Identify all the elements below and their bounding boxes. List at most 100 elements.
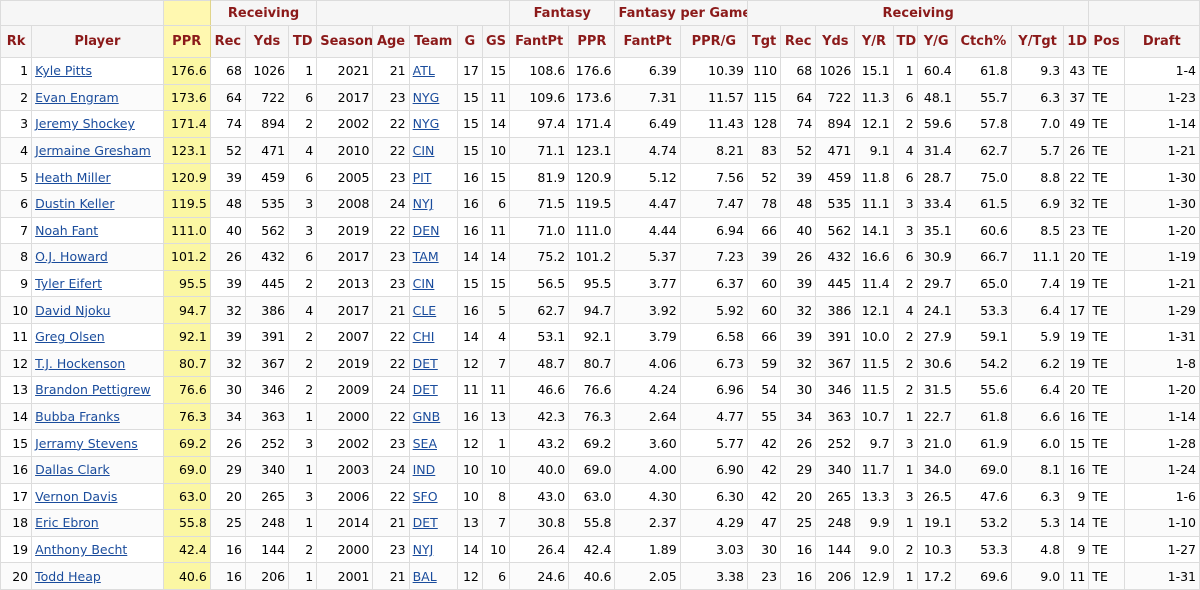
cell-ctch-pct: 53.2 [954, 509, 1012, 537]
column-header-player[interactable]: Player [31, 25, 164, 58]
team-link[interactable]: ATL [412, 63, 435, 79]
cell-ctch-pct: 65.0 [954, 269, 1012, 298]
player-link[interactable]: Tyler Eifert [35, 276, 102, 292]
player-link[interactable]: Jerramy Stevens [35, 435, 138, 451]
column-header-age[interactable]: Age [372, 25, 410, 58]
player-link[interactable]: Dallas Clark [35, 462, 110, 478]
column-header-y-per-g[interactable]: Y/G [916, 25, 956, 58]
player-link[interactable]: Jeremy Shockey [35, 116, 135, 132]
column-header-rec[interactable]: Rec [209, 25, 246, 58]
cell-player: T.J. Hockenson [31, 349, 164, 378]
cell-player: Vernon Davis [31, 482, 164, 511]
cell-ctch-pct: 61.9 [954, 429, 1012, 457]
cell-yds-2: 346 [815, 376, 856, 404]
cell-gs: 15 [481, 269, 511, 298]
cell-yds: 391 [244, 322, 290, 351]
table-row: 3 Jeremy Shockey 171.4 74 894 2 2002 22 NYG 15 14 9… [0, 110, 1200, 138]
team-link[interactable]: CHI [412, 329, 435, 345]
cell-ppr-2: 101.2 [568, 243, 616, 271]
column-header-ppr[interactable]: PPR [162, 25, 211, 58]
team-link[interactable]: CLE [412, 302, 437, 318]
column-header-gs[interactable]: GS [481, 25, 511, 58]
team-link[interactable]: DET [412, 355, 438, 371]
column-header-yds[interactable]: Yds [244, 25, 290, 58]
table-row: 13 Brandon Pettigrew 76.6 30 346 2 2009 24 DET 11… [0, 376, 1200, 404]
cell-rec: 40 [209, 216, 246, 245]
table-row: 19 Anthony Becht 42.4 16 144 2 2000 23 NYJ 14 10 26… [0, 535, 1200, 564]
column-header-g[interactable]: G [456, 25, 483, 58]
cell-fantpt: 46.6 [509, 376, 570, 404]
team-link[interactable]: IND [412, 462, 436, 478]
team-link[interactable]: PIT [412, 169, 432, 185]
column-header-first-downs[interactable]: 1D [1063, 25, 1090, 58]
cell-y-per-tgt: 6.0 [1010, 429, 1065, 457]
cell-tgt: 39 [746, 243, 782, 271]
cell-yds-2: 265 [815, 482, 856, 511]
team-link[interactable]: NYG [412, 116, 440, 132]
cell-tgt: 47 [746, 509, 782, 537]
cell-season: 2017 [316, 296, 374, 324]
cell-fantpt: 43.0 [509, 482, 570, 511]
table-row: 12 T.J. Hockenson 80.7 32 367 2 2019 22 DET 12 7 48… [0, 349, 1200, 378]
team-link[interactable]: SFO [412, 488, 438, 504]
cell-draft: 1-6 [1123, 482, 1200, 511]
player-link[interactable]: Dustin Keller [35, 196, 115, 212]
table-row: 10 David Njoku 94.7 32 386 4 2017 21 CLE 16 5 62.7 9… [0, 296, 1200, 324]
column-header-rec-2[interactable]: Rec [780, 25, 817, 58]
cell-pos: TE [1088, 83, 1125, 112]
column-header-tgt[interactable]: Tgt [746, 25, 782, 58]
player-link[interactable]: Anthony Becht [35, 541, 128, 557]
player-link[interactable]: Todd Heap [35, 568, 101, 584]
cell-player: Evan Engram [31, 83, 164, 112]
column-header-season[interactable]: Season [316, 25, 374, 58]
player-link[interactable]: Noah Fant [35, 222, 99, 238]
column-header-td[interactable]: TD [288, 25, 318, 58]
column-header-rk[interactable]: Rk [0, 25, 33, 58]
player-link[interactable]: Vernon Davis [35, 488, 118, 504]
player-link[interactable]: Greg Olsen [35, 329, 105, 345]
player-link[interactable]: Eric Ebron [35, 515, 99, 531]
cell-first-downs: 32 [1063, 189, 1090, 218]
column-header-y-per-tgt[interactable]: Y/Tgt [1010, 25, 1065, 58]
column-header-yds-2[interactable]: Yds [815, 25, 856, 58]
cell-age: 23 [372, 269, 410, 298]
column-header-team[interactable]: Team [408, 25, 458, 58]
team-link[interactable]: DET [412, 515, 438, 531]
column-header-y-per-r[interactable]: Y/R [854, 25, 894, 58]
team-link[interactable]: NYJ [412, 541, 434, 557]
player-link[interactable]: O.J. Howard [35, 249, 108, 265]
player-link[interactable]: Jermaine Gresham [35, 143, 151, 159]
column-header-fantpt[interactable]: FantPt [509, 25, 570, 58]
column-header-pos[interactable]: Pos [1088, 25, 1125, 58]
column-header-ctch-pct[interactable]: Ctch% [954, 25, 1012, 58]
team-link[interactable]: BAL [412, 568, 437, 584]
team-link[interactable]: NYJ [412, 196, 434, 212]
column-header-ppr-per-game[interactable]: PPR/G [679, 25, 748, 58]
player-link[interactable]: Evan Engram [35, 89, 119, 105]
team-link[interactable]: CIN [412, 276, 435, 292]
cell-player: David Njoku [31, 296, 164, 324]
team-link[interactable]: NYG [412, 89, 440, 105]
team-link[interactable]: CIN [412, 143, 435, 159]
column-header-ppr-2[interactable]: PPR [568, 25, 616, 58]
team-link[interactable]: DET [412, 382, 438, 398]
player-link[interactable]: Kyle Pitts [35, 63, 92, 79]
column-header-draft[interactable]: Draft [1123, 25, 1200, 58]
cell-gs: 6 [481, 562, 511, 590]
player-link[interactable]: T.J. Hockenson [35, 355, 126, 371]
cell-draft: 1-28 [1123, 429, 1200, 457]
team-link[interactable]: GNB [412, 409, 441, 425]
team-link[interactable]: TAM [412, 249, 439, 265]
cell-rk: 17 [0, 482, 33, 511]
player-link[interactable]: Bubba Franks [35, 409, 120, 425]
team-link[interactable]: DEN [412, 222, 440, 238]
player-link[interactable]: Brandon Pettigrew [35, 382, 151, 398]
team-link[interactable]: SEA [412, 435, 437, 451]
cell-y-per-g: 26.5 [916, 482, 956, 511]
column-header-fantpt-pg[interactable]: FantPt [614, 25, 681, 58]
player-link[interactable]: Heath Miller [35, 169, 111, 185]
cell-age: 23 [372, 429, 410, 457]
player-link[interactable]: David Njoku [35, 302, 111, 318]
cell-team: DET [408, 349, 458, 378]
column-header-td-2[interactable]: TD [892, 25, 918, 58]
